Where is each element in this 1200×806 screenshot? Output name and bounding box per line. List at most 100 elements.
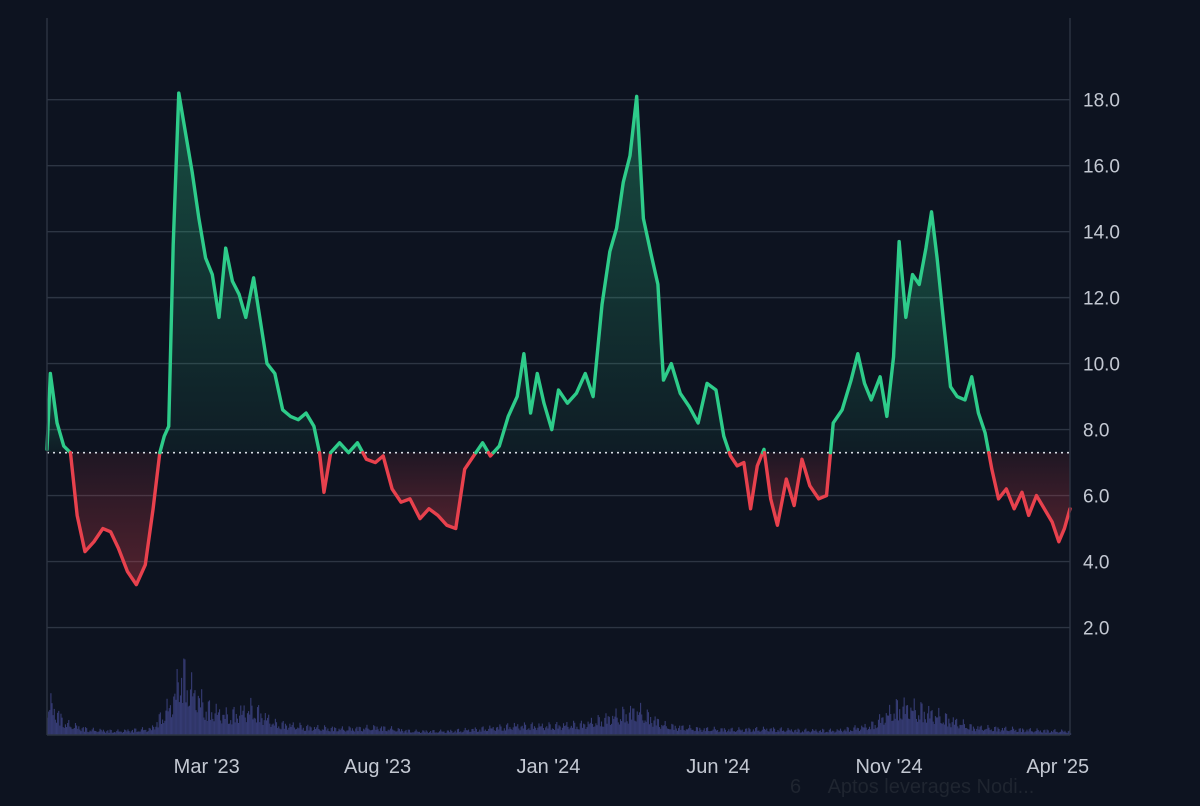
volume-bar [507,723,509,735]
volume-bar [896,700,899,735]
volume-bar [686,729,689,735]
volume-bar [447,730,450,735]
volume-bar [622,706,624,735]
volume-bar [1005,726,1007,735]
volume-bar [198,698,201,735]
volume-bar [76,725,78,735]
volume-bar [676,730,678,735]
volume-bar [742,731,744,735]
volume-bar [202,702,204,735]
volume-bar [736,731,738,735]
volume-bar [908,718,910,735]
volume-bar [425,730,427,735]
volume-bar [157,727,159,735]
volume-bar [360,730,362,735]
volume-bar [54,719,56,735]
volume-bar [613,718,615,735]
volume-bar [704,731,706,735]
volume-bar [62,727,64,735]
volume-bar [551,728,553,735]
volume-bar [657,719,660,735]
volume-bar [197,695,199,735]
volume-bar [88,732,90,735]
volume-bar [719,731,721,735]
volume-bar [612,715,614,735]
volume-bar [579,723,581,735]
volume-bar [268,714,270,735]
volume-bar [836,729,838,735]
volume-bar [329,731,331,735]
news-headline-link[interactable]: Aptos leverages Nodi... [827,776,1035,798]
volume-bar [382,730,384,735]
volume-bar [121,732,123,735]
volume-bar [960,725,962,735]
volume-bar [97,732,99,735]
volume-bar [573,720,575,735]
volume-bar [221,723,223,735]
volume-bar [245,722,247,735]
volume-bar [244,717,246,735]
volume-bar [309,726,311,735]
volume-bar [971,730,973,735]
volume-bar [1020,732,1022,735]
volume-bar [325,726,327,735]
volume-bar [1030,731,1033,735]
volume-bar [774,728,776,735]
volume-bar [288,727,290,735]
volume-bar [460,731,462,735]
volume-bar [970,724,972,735]
volume-bar [999,731,1001,735]
volume-bar [659,727,661,735]
volume-bar [371,729,374,735]
volume-bar [914,710,916,735]
volume-bar [465,730,467,735]
volume-bar [946,713,948,735]
volume-bar [751,731,753,735]
volume-bar [844,729,846,735]
volume-bar [494,730,496,735]
volume-bar [251,705,253,735]
volume-bar [968,729,970,735]
volume-bar [806,731,808,735]
volume-bar [187,706,189,735]
volume-bar [454,730,456,735]
volume-bar [585,728,587,735]
volume-bar [473,730,475,735]
volume-bar [567,726,569,735]
volume-bar [355,728,357,735]
volume-bar [731,727,733,735]
volume-bar [889,704,891,735]
volume-bar [899,709,901,735]
volume-bar [503,728,505,735]
volume-bar [574,722,576,735]
volume-bar [440,729,442,735]
volume-bar [587,721,589,735]
volume-bar [472,728,474,735]
volume-bar [800,732,802,735]
volume-bar [651,723,653,735]
volume-bar [837,730,839,735]
news-item[interactable]: 6 Aptos leverages Nodi... [790,776,1034,806]
volume-bar [111,732,113,735]
volume-bar [1029,728,1031,735]
volume-bar [762,726,764,735]
volume-bar [512,727,514,735]
volume-bar [474,727,476,735]
volume-bar [519,730,521,735]
volume-bar [845,731,847,735]
volume-bar [218,709,221,735]
volume-bar [200,707,202,735]
volume-bar [283,728,285,735]
volume-bar [59,725,61,735]
volume-bar [943,724,945,735]
volume-bar [60,713,62,735]
volume-bar [980,725,982,735]
volume-bar [755,728,757,735]
news-rank: 6 [790,776,802,798]
volume-bar [786,730,788,735]
volume-bar [1011,726,1014,735]
volume-bar [68,720,70,735]
volume-bar [532,728,534,735]
volume-bar [151,725,154,735]
